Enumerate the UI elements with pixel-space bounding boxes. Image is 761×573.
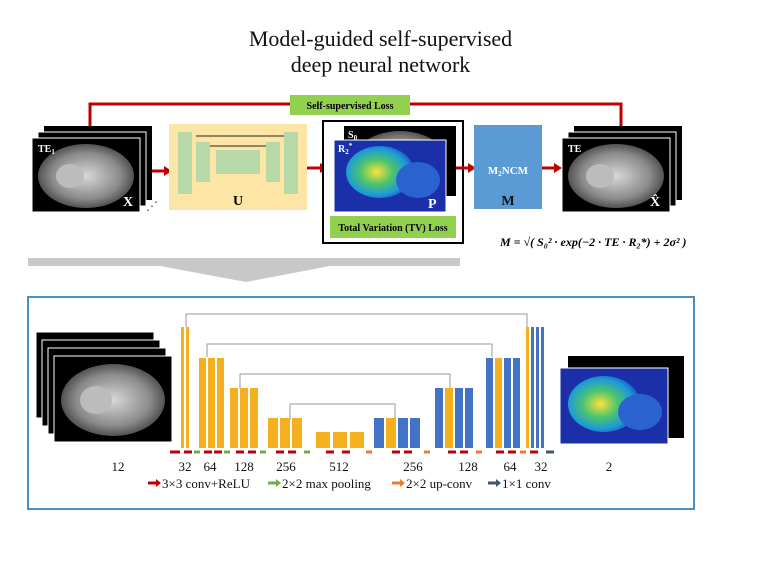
count-dec-32: 32 bbox=[534, 459, 548, 474]
count-enc-64: 64 bbox=[203, 459, 217, 474]
m2ncm-label: M2NCM bbox=[488, 165, 529, 178]
self-supervised-loss-box bbox=[290, 95, 410, 115]
count-enc-32: 32 bbox=[178, 459, 192, 474]
legend-up-conv: 2×2 up-conv bbox=[406, 476, 473, 491]
input-image-stack: TE1 X ⋰ bbox=[31, 126, 158, 213]
count-bottleneck-512: 512 bbox=[329, 459, 349, 474]
count-dec-64: 64 bbox=[503, 459, 517, 474]
output-image-stack: TE X̂ bbox=[561, 126, 682, 213]
unet-output-stack bbox=[559, 356, 684, 445]
arrow-x-to-u bbox=[152, 166, 172, 176]
count-input: 12 bbox=[111, 459, 125, 474]
arrow-m-to-xhat bbox=[542, 163, 562, 173]
u-network-block: U bbox=[169, 124, 307, 210]
count-dec-128: 128 bbox=[458, 459, 478, 474]
title-line-2: deep neural network bbox=[290, 52, 471, 77]
m2ncm-block: M2NCM M bbox=[474, 125, 542, 209]
expand-arrow bbox=[28, 258, 460, 282]
stack-ellipsis-left: ⋰ bbox=[146, 199, 158, 213]
count-enc-128: 128 bbox=[234, 459, 254, 474]
m2ncm-formula: M = √( S₀² · exp(−2 · TE · R₂*) + 2σ² ) bbox=[499, 235, 687, 249]
x-hat-label: X̂ bbox=[650, 193, 660, 210]
unet-detail-frame bbox=[27, 296, 695, 510]
diagram-title: Model-guided self-supervised deep neural… bbox=[0, 26, 761, 78]
te-label-right: TE bbox=[568, 144, 582, 155]
title-line-1: Model-guided self-supervised bbox=[248, 26, 513, 51]
tv-loss-label: Total Variation (TV) Loss bbox=[338, 223, 447, 234]
m-label: M bbox=[501, 194, 514, 209]
u-label: U bbox=[233, 194, 243, 209]
count-enc-256: 256 bbox=[276, 459, 296, 474]
self-supervised-loss-label: Self-supervised Loss bbox=[307, 101, 394, 112]
count-dec-256: 256 bbox=[403, 459, 423, 474]
decoder-bars bbox=[374, 327, 544, 448]
unet-input-stack bbox=[35, 331, 173, 443]
te1-label: TE1 bbox=[38, 144, 55, 156]
legend-arrows bbox=[148, 479, 501, 487]
r2star-label: R2* bbox=[338, 142, 353, 156]
count-output: 2 bbox=[605, 459, 613, 474]
x-label: X bbox=[123, 195, 133, 210]
legend-1x1-conv: 1×1 conv bbox=[502, 476, 551, 491]
legend-conv-relu: 3×3 conv+ReLU bbox=[162, 476, 250, 491]
encoder-bars bbox=[181, 327, 364, 448]
s0-label: S0 bbox=[348, 130, 358, 142]
arrow-p-to-m bbox=[456, 163, 476, 173]
parameter-maps-block: S0 R2* P Total Variation (TV) Loss bbox=[322, 120, 464, 244]
p-label: P bbox=[428, 197, 437, 212]
skip-connections bbox=[185, 313, 528, 420]
legend-max-pooling: 2×2 max pooling bbox=[282, 476, 371, 491]
